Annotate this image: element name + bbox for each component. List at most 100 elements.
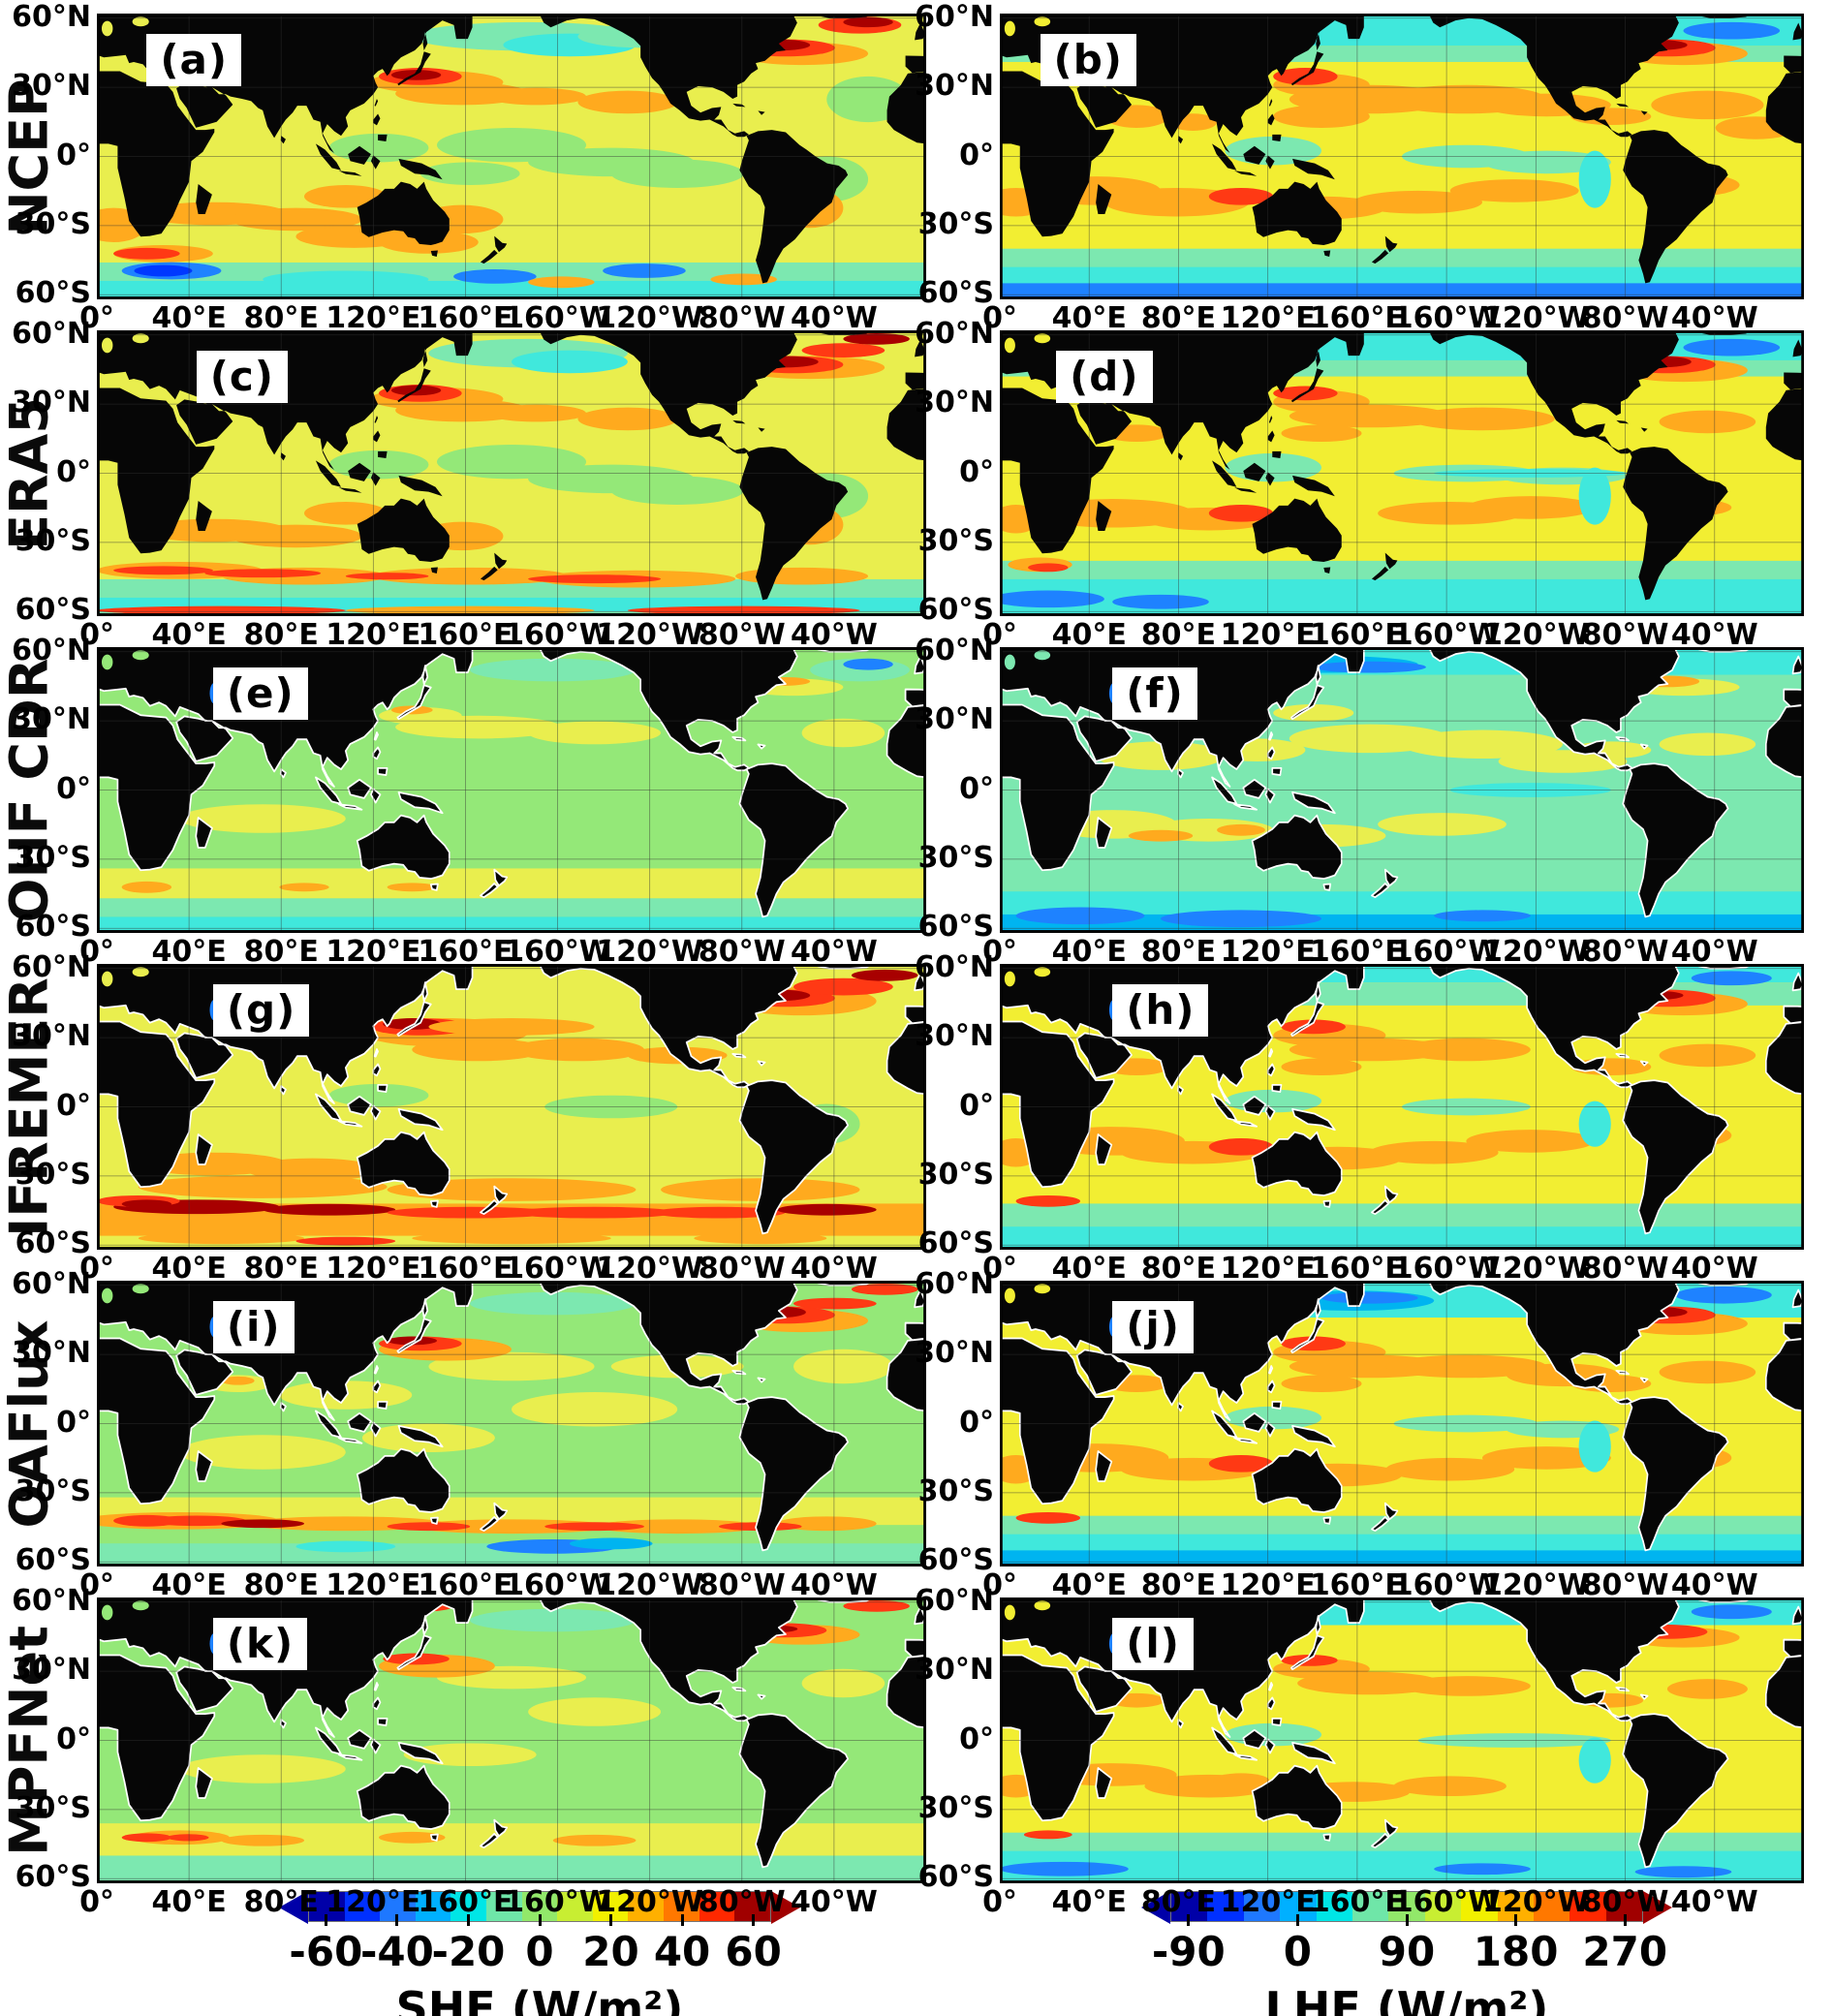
x-tick-label: 120°W bbox=[1481, 618, 1590, 652]
y-tick-label: 30°S bbox=[917, 1157, 994, 1192]
x-tick-label: 160°E bbox=[1309, 1252, 1405, 1286]
y-tick-label: 30°N bbox=[915, 69, 994, 104]
x-tick-label: 40°W bbox=[790, 935, 878, 969]
y-tick-label: 30°S bbox=[15, 840, 91, 875]
x-tick-label: 160°W bbox=[1392, 301, 1501, 335]
x-tick-label: 160°E bbox=[418, 618, 513, 652]
y-tick-label: 0° bbox=[56, 454, 91, 489]
y-tick-label: 30°N bbox=[915, 702, 994, 737]
colorbar-segment bbox=[1351, 1892, 1389, 1921]
colorbar-tick-label: 270 bbox=[1582, 1928, 1668, 1975]
y-tick-label: 60°N bbox=[915, 633, 994, 667]
x-tick-label: 80°E bbox=[1140, 1568, 1217, 1602]
x-tick-label: 80°W bbox=[1581, 1885, 1669, 1919]
x-tick-label: 40°E bbox=[151, 1568, 227, 1602]
x-tick-label: 0° bbox=[79, 1252, 114, 1286]
colorbar-tick-mark bbox=[324, 1914, 327, 1926]
x-tick-label: 40°W bbox=[1670, 618, 1758, 652]
colorbar-right-arrow bbox=[1643, 1891, 1672, 1924]
x-tick-label: 160°E bbox=[418, 1568, 513, 1602]
y-tick-label: 60°S bbox=[917, 1226, 994, 1261]
y-tick-label: 60°N bbox=[12, 316, 91, 351]
panel-letter: (a) bbox=[146, 33, 242, 86]
colorbar-tick-label: -60 bbox=[289, 1928, 363, 1975]
x-tick-label: 160°E bbox=[418, 1252, 513, 1286]
x-tick-label: 160°E bbox=[1309, 301, 1405, 335]
y-tick-label: 30°N bbox=[12, 69, 91, 104]
colorbar-tick-mark bbox=[538, 1914, 542, 1926]
x-tick-label: 40°E bbox=[1051, 935, 1127, 969]
map-panel-e: (e) bbox=[97, 647, 926, 933]
y-tick-label: 60°N bbox=[915, 1266, 994, 1301]
x-tick-label: 40°E bbox=[1051, 1885, 1127, 1919]
lhf-colorbar-title: LHF (W/m²) bbox=[1264, 1982, 1549, 2016]
y-tick-label: 60°S bbox=[15, 1226, 91, 1261]
y-tick-label: 60°S bbox=[15, 276, 91, 311]
panel-letter: (j) bbox=[1112, 1300, 1194, 1353]
colorbar-tick-mark bbox=[680, 1914, 684, 1926]
panel-letter: (l) bbox=[1112, 1617, 1194, 1670]
y-tick-label: 30°S bbox=[917, 1790, 994, 1825]
y-tick-label: 30°S bbox=[15, 1790, 91, 1825]
x-tick-label: 40°E bbox=[151, 1252, 227, 1286]
y-tick-label: 60°S bbox=[15, 1860, 91, 1895]
x-tick-label: 160°W bbox=[504, 935, 611, 969]
x-tick-label: 120°E bbox=[1220, 301, 1316, 335]
map-panel-g: (g) bbox=[97, 964, 926, 1250]
colorbar-tick-mark bbox=[609, 1914, 613, 1926]
x-tick-label: 120°E bbox=[326, 1252, 421, 1286]
x-tick-label: 40°W bbox=[1670, 1568, 1758, 1602]
colorbar-tick-label: 0 bbox=[1283, 1928, 1312, 1975]
x-tick-label: 80°W bbox=[1581, 301, 1669, 335]
y-tick-label: 60°S bbox=[15, 593, 91, 628]
y-tick-label: 0° bbox=[959, 138, 994, 172]
x-tick-label: 80°W bbox=[1581, 935, 1669, 969]
y-tick-label: 30°N bbox=[915, 1336, 994, 1371]
y-tick-label: 0° bbox=[959, 1405, 994, 1440]
y-tick-label: 60°N bbox=[915, 949, 994, 984]
map-panel-a: (a) bbox=[97, 14, 926, 299]
x-tick-label: 80°E bbox=[243, 935, 319, 969]
x-tick-label: 80°E bbox=[1140, 935, 1217, 969]
y-tick-label: 0° bbox=[56, 1721, 91, 1756]
y-tick-label: 0° bbox=[56, 771, 91, 806]
colorbar-segments bbox=[1170, 1891, 1643, 1922]
x-tick-label: 80°W bbox=[698, 1568, 786, 1602]
x-tick-label: 40°E bbox=[151, 301, 227, 335]
x-tick-label: 0° bbox=[982, 1568, 1017, 1602]
y-tick-label: 30°S bbox=[15, 1157, 91, 1192]
y-tick-label: 0° bbox=[959, 1721, 994, 1756]
colorbar-tick-mark bbox=[395, 1914, 399, 1926]
x-tick-label: 120°W bbox=[1481, 1885, 1590, 1919]
colorbar-tick-mark bbox=[1623, 1914, 1627, 1926]
x-tick-label: 160°E bbox=[1309, 935, 1405, 969]
shf-colorbar: SHF (W/m²) -60 -40 -20 0 20 40 60 bbox=[279, 1891, 800, 2016]
x-tick-label: 40°W bbox=[1670, 1885, 1758, 1919]
x-tick-label: 120°E bbox=[326, 935, 421, 969]
colorbar-tick-mark bbox=[1295, 1914, 1299, 1926]
x-tick-label: 40°W bbox=[790, 301, 878, 335]
panel-letter: (f) bbox=[1112, 667, 1197, 720]
y-tick-label: 60°S bbox=[917, 276, 994, 311]
x-tick-label: 120°E bbox=[1220, 1252, 1316, 1286]
y-tick-label: 60°N bbox=[915, 316, 994, 351]
colorbar-segment bbox=[1533, 1892, 1570, 1921]
x-tick-label: 120°E bbox=[1220, 1568, 1316, 1602]
map-panel-l: (l) bbox=[1000, 1597, 1804, 1883]
colorbar-tick-label: -40 bbox=[359, 1928, 434, 1975]
x-tick-label: 120°W bbox=[596, 618, 704, 652]
colorbar-tick-mark bbox=[1514, 1914, 1518, 1926]
colorbar-segment bbox=[1316, 1892, 1352, 1921]
x-tick-label: 120°E bbox=[1220, 935, 1316, 969]
colorbar-segment bbox=[1424, 1892, 1462, 1921]
x-tick-label: 40°W bbox=[790, 1252, 878, 1286]
y-tick-label: 30°N bbox=[12, 702, 91, 737]
y-tick-label: 60°S bbox=[15, 910, 91, 945]
x-tick-label: 80°E bbox=[1140, 1885, 1217, 1919]
y-tick-label: 60°N bbox=[12, 1266, 91, 1301]
panel-letter: (e) bbox=[212, 667, 308, 720]
x-tick-label: 160°W bbox=[1392, 1568, 1501, 1602]
x-tick-label: 160°W bbox=[1392, 1252, 1501, 1286]
y-tick-label: 60°N bbox=[12, 0, 91, 34]
